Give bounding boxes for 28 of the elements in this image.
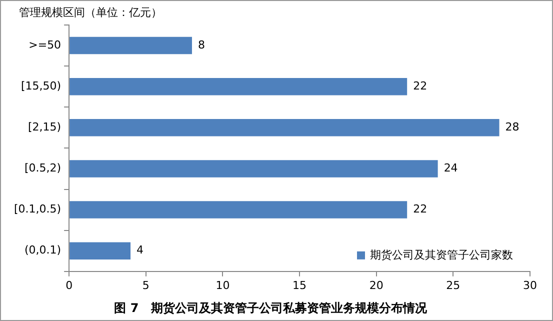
data-label: 4 bbox=[136, 244, 144, 257]
y-tick-label: [2,15) bbox=[28, 120, 62, 134]
y-tick-label: [15,50) bbox=[20, 79, 62, 92]
x-tick-label: 10 bbox=[216, 278, 230, 292]
x-tick-label: 15 bbox=[292, 278, 307, 292]
bar bbox=[70, 242, 131, 260]
data-label: 22 bbox=[413, 79, 428, 92]
x-tick-label: 5 bbox=[142, 278, 150, 292]
data-label: 8 bbox=[198, 38, 205, 52]
y-tick-label: [0.5,2) bbox=[24, 162, 62, 175]
bar bbox=[70, 160, 438, 178]
y-tick-label: [0.1,0.5) bbox=[14, 202, 62, 216]
x-tick-label: 0 bbox=[66, 278, 73, 292]
legend-label: 期货公司及其资管子公司家数 bbox=[370, 248, 513, 262]
bar bbox=[70, 78, 408, 96]
data-label: 22 bbox=[413, 202, 428, 216]
bar bbox=[70, 201, 408, 218]
bar bbox=[70, 119, 500, 136]
data-label: 24 bbox=[444, 162, 458, 175]
y-tick-label: (0,0.1) bbox=[24, 244, 62, 257]
x-tick-label: 25 bbox=[446, 278, 460, 292]
x-tick-label: 20 bbox=[369, 278, 384, 292]
data-label: 28 bbox=[505, 120, 520, 134]
bar bbox=[70, 36, 192, 54]
y-axis-title: 管理规模区间（单位：亿元） bbox=[19, 6, 162, 19]
y-tick-label: >=50 bbox=[28, 38, 62, 52]
text: 图 7 期货公司及其资管子公司私募资管业务规模分布情况 bbox=[114, 300, 428, 315]
x-tick-label: 30 bbox=[523, 278, 537, 292]
